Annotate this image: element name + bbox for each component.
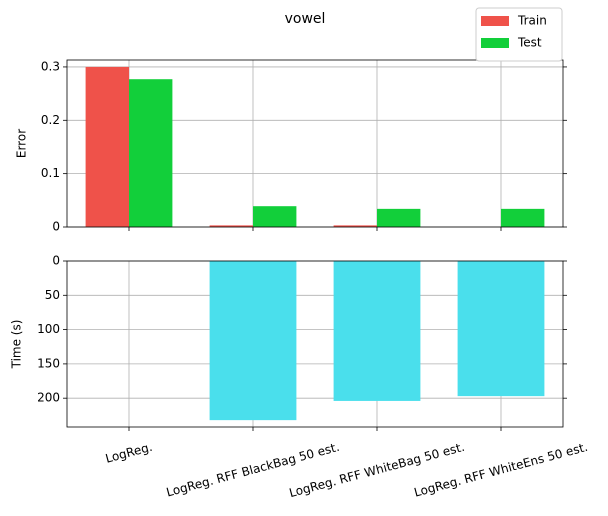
y-tick-label: 0 xyxy=(52,220,60,234)
bar xyxy=(333,225,377,227)
y-tick-label: 50 xyxy=(45,288,60,302)
y-tick-label: 0.1 xyxy=(41,166,60,180)
y-tick-label: 0.2 xyxy=(41,113,60,127)
y-tick-label: 200 xyxy=(37,391,60,405)
legend-label: Test xyxy=(517,36,542,50)
figure-title: vowel xyxy=(285,11,326,27)
y-tick-label: 100 xyxy=(37,322,60,336)
y-axis-label: Time (s) xyxy=(10,320,24,370)
bar xyxy=(129,79,173,227)
bar xyxy=(457,261,545,397)
legend-label: Train xyxy=(517,14,547,28)
axes-frame xyxy=(66,260,564,428)
bar xyxy=(209,261,297,421)
y-tick-label: 0.3 xyxy=(41,59,60,73)
y-tick-label: 150 xyxy=(37,356,60,370)
axes-frame xyxy=(66,59,564,228)
y-axis-label: Error xyxy=(15,129,29,158)
legend: Train Test xyxy=(475,7,563,62)
legend-swatch xyxy=(481,16,509,26)
bar xyxy=(501,208,545,227)
bar xyxy=(85,66,129,228)
legend-swatch xyxy=(481,38,509,48)
bar xyxy=(333,261,421,401)
x-tick-label: LogReg. xyxy=(104,440,154,466)
bar xyxy=(253,206,297,227)
bar xyxy=(377,208,421,227)
y-tick-label: 0 xyxy=(52,254,60,268)
bar xyxy=(209,225,253,227)
